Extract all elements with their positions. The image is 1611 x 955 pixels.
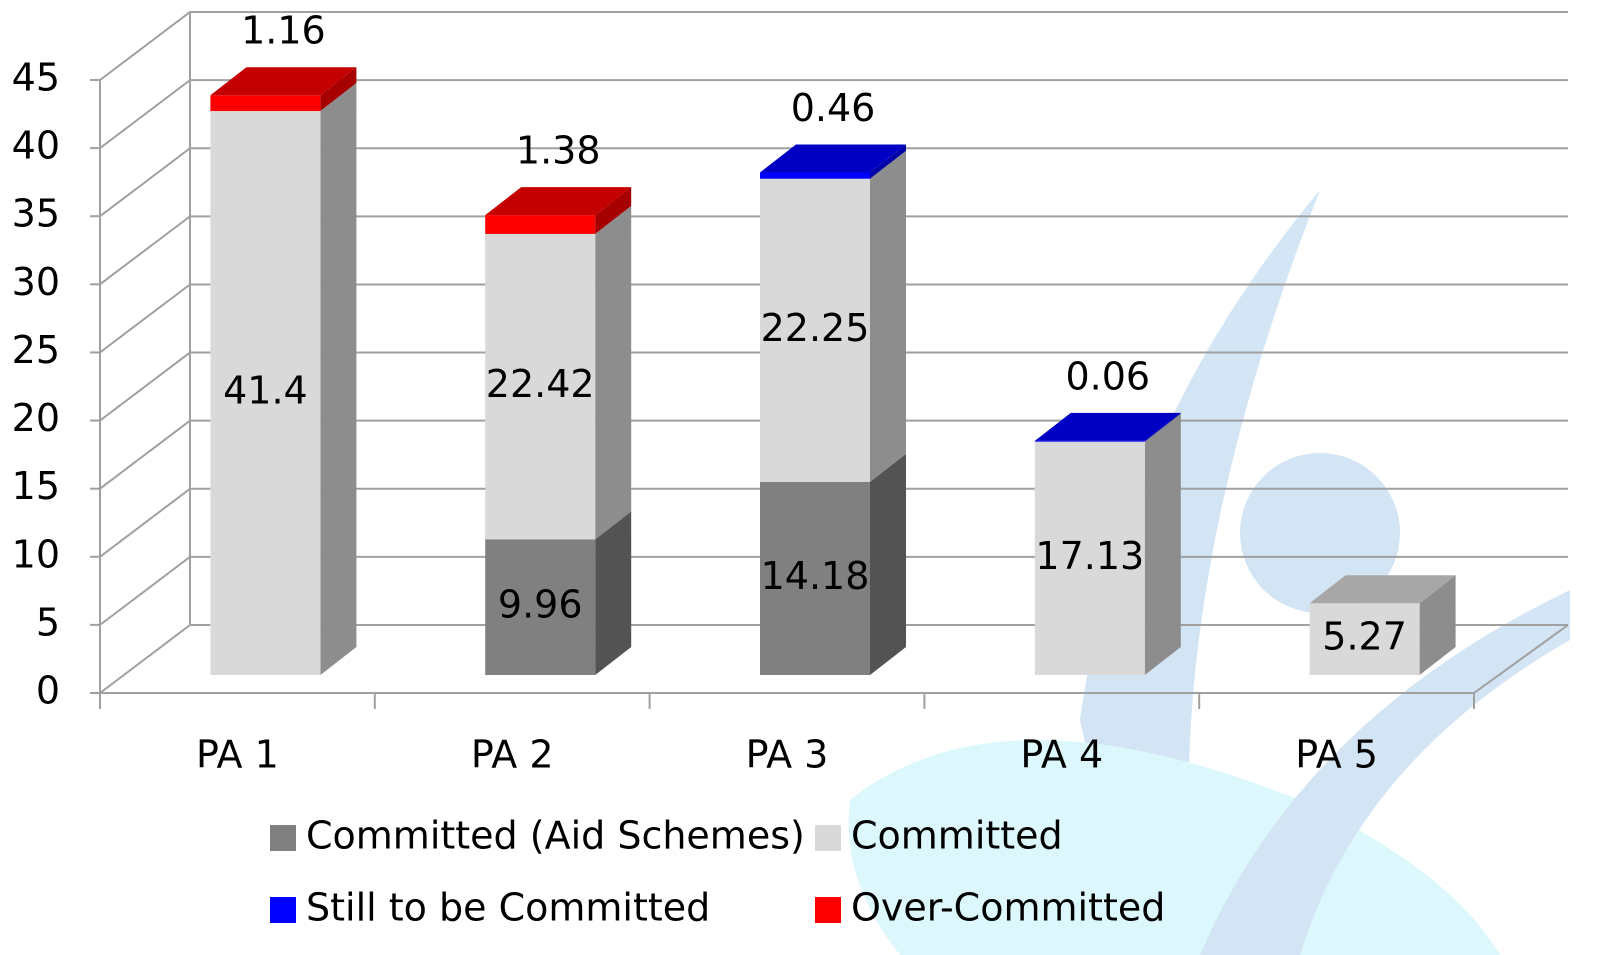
value-label: 14.18 [761, 554, 870, 598]
legend-swatch [815, 825, 841, 851]
y-tick-label: 25 [12, 328, 60, 372]
bar-top [760, 144, 906, 173]
bar-side [320, 83, 357, 676]
bar-segment [1034, 441, 1145, 675]
bar-side [1419, 575, 1456, 675]
value-label: 5.27 [1322, 615, 1407, 659]
value-label: 1.16 [241, 9, 326, 53]
bar-side [1144, 413, 1181, 675]
legend-swatch [815, 897, 841, 923]
legend-label: Over-Committed [851, 886, 1165, 930]
value-label: 0.06 [1065, 354, 1150, 398]
y-tick-label: 20 [12, 396, 60, 440]
bar-top [485, 187, 632, 216]
value-label: 17.13 [1035, 534, 1144, 578]
value-label: 22.25 [761, 306, 870, 350]
y-tick-label: 40 [12, 124, 60, 168]
bar-side [595, 511, 632, 675]
y-tick-label: 45 [12, 56, 60, 100]
value-label: 9.96 [498, 583, 583, 627]
legend-label: Committed (Aid Schemes) [306, 814, 805, 858]
bar-segment [760, 172, 870, 179]
bar-segment [1309, 603, 1420, 675]
x-tick-label: PA 5 [1295, 733, 1378, 777]
bar-side [595, 205, 632, 540]
bar-side [595, 187, 632, 234]
bar-side [1144, 412, 1181, 442]
legend-swatch [270, 897, 296, 923]
bar-segment [485, 215, 596, 234]
bar-segment [1034, 440, 1145, 442]
bar-top [1034, 412, 1181, 441]
legend-swatch [270, 825, 296, 851]
value-label: 0.46 [791, 86, 876, 130]
bar-top [1309, 575, 1456, 604]
bar-segment [760, 481, 870, 675]
x-tick-label: PA 2 [471, 733, 554, 777]
x-tick-label: PA 1 [196, 733, 279, 777]
x-tick-label: PA 4 [1020, 733, 1103, 777]
bar-side [870, 144, 906, 179]
value-label: 22.42 [486, 362, 595, 406]
y-tick-label: 35 [12, 192, 60, 236]
x-tick-label: PA 3 [746, 733, 829, 777]
bar-side [320, 67, 357, 112]
bar-side [870, 453, 906, 675]
watermark [848, 190, 1570, 955]
legend-label: Still to be Committed [306, 886, 710, 930]
bar-segment [485, 233, 596, 540]
bar-segment [760, 178, 870, 482]
bar-segment [485, 539, 596, 675]
value-label: 41.4 [223, 369, 308, 413]
y-tick-label: 10 [12, 532, 60, 576]
y-tick-label: 0 [36, 669, 60, 713]
y-tick-label: 5 [36, 600, 60, 644]
bar-segment [210, 95, 321, 112]
y-tick-label: 15 [12, 464, 60, 508]
y-tick-label: 30 [12, 260, 60, 304]
bar-side [870, 150, 906, 482]
bar-segment [210, 111, 321, 676]
value-label: 1.38 [516, 129, 601, 173]
legend-label: Committed [851, 814, 1063, 858]
bar-top [210, 67, 357, 96]
